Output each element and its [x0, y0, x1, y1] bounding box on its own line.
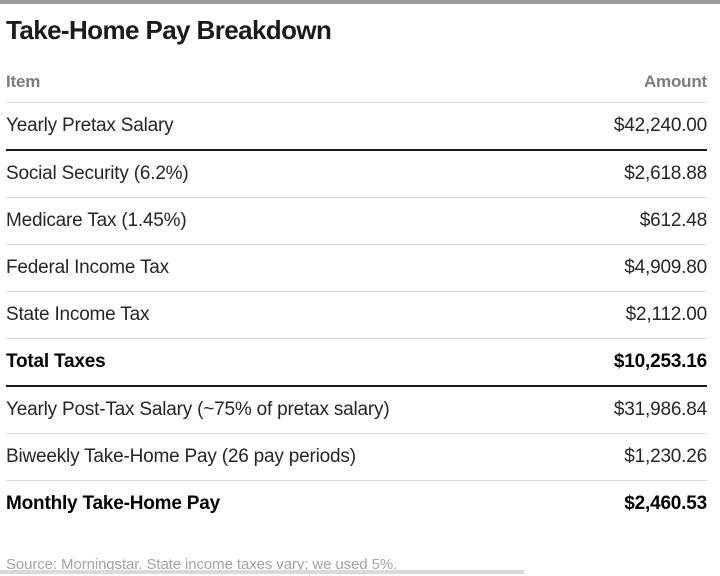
row-amount-value: $4,909.80 [624, 256, 707, 278]
table-header-row: Item Amount [6, 45, 707, 102]
table-row: Federal Income Tax $4,909.80 [6, 245, 707, 291]
page-title: Take-Home Pay Breakdown [6, 15, 332, 45]
row-amount-value: $612.48 [639, 209, 707, 231]
table-row: Total Taxes $10,253.16 [6, 339, 707, 385]
column-header-amount: Amount [643, 71, 707, 91]
row-item-label: Social Security (6.2%) [6, 162, 189, 184]
source-note: Source: Morningstar. State income taxes … [6, 555, 398, 573]
thin-row-divider [6, 243, 707, 245]
row-item-label: Federal Income Tax [6, 256, 169, 278]
row-amount-value: $42,240.00 [613, 114, 707, 136]
row-amount-value: $2,460.53 [624, 492, 707, 514]
thick-row-divider [6, 384, 707, 387]
row-item-label: Monthly Take-Home Pay [6, 492, 220, 514]
row-amount-value: $2,112.00 [625, 303, 708, 325]
table-row: Social Security (6.2%) $2,618.88 [6, 151, 707, 197]
row-item-label: Yearly Pretax Salary [6, 114, 174, 136]
table-row: State Income Tax $2,112.00 [6, 292, 707, 338]
thin-row-divider [6, 290, 707, 292]
thin-row-divider [6, 196, 707, 198]
table-row: Yearly Post-Tax Salary (~75% of pretax s… [6, 387, 707, 433]
top-divider-bar [0, 0, 720, 4]
row-item-label: Total Taxes [6, 350, 106, 372]
row-item-label: Medicare Tax (1.45%) [6, 209, 187, 231]
row-amount-value: $31,986.84 [613, 398, 707, 420]
table-row: Medicare Tax (1.45%) $612.48 [6, 198, 707, 244]
row-amount-value: $10,253.16 [613, 350, 707, 372]
bottom-divider-bar [0, 570, 524, 574]
thin-row-divider [6, 337, 707, 339]
thick-row-divider [6, 148, 707, 151]
table-row: Yearly Pretax Salary $42,240.00 [6, 103, 707, 149]
thin-row-divider [6, 432, 707, 434]
table-row: Monthly Take-Home Pay $2,460.53 [6, 481, 707, 527]
row-amount-value: $1,230.26 [624, 445, 707, 467]
column-header-item: Item [6, 71, 41, 91]
row-item-label: Yearly Post-Tax Salary (~75% of pretax s… [6, 398, 390, 420]
row-item-label: Biweekly Take-Home Pay (26 pay periods) [6, 445, 356, 467]
table-row: Biweekly Take-Home Pay (26 pay periods) … [6, 434, 707, 480]
row-item-label: State Income Tax [6, 303, 150, 325]
row-amount-value: $2,618.88 [624, 162, 707, 184]
thin-row-divider [6, 479, 707, 481]
table-body: Yearly Pretax Salary $42,240.00 Social S… [6, 103, 707, 527]
header-divider [6, 101, 707, 103]
take-home-pay-table: Item Amount Yearly Pretax Salary $42,240… [6, 45, 707, 527]
